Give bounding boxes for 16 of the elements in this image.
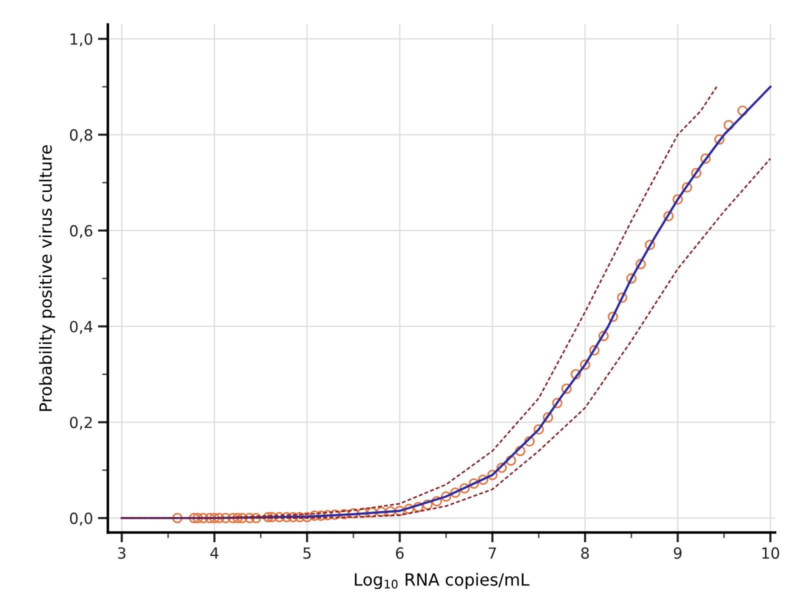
- x-tick-label: 9: [674, 547, 682, 559]
- x-tick-label: 8: [581, 547, 589, 559]
- x-tick-label: 3: [118, 547, 126, 559]
- x-axis-title: Log$_{10}$ RNA copies/mL: [354, 572, 530, 590]
- y-axis-title: Probability positive virus culture: [38, 145, 56, 411]
- x-tick-label: 7: [488, 547, 496, 559]
- x-tick-label: 10: [762, 547, 780, 559]
- y-tick-label: 0,4: [70, 320, 92, 334]
- y-tick-label: 0,8: [70, 129, 92, 142]
- x-tick-label: 5: [303, 547, 311, 559]
- x-tick-label: 4: [210, 547, 218, 559]
- y-tick-label: 0,2: [70, 416, 92, 430]
- x-tick-label: 6: [396, 547, 404, 559]
- y-tick-label: 1,0: [70, 33, 92, 46]
- y-tick-label: 0,0: [70, 512, 92, 526]
- y-tick-label: 0,6: [70, 225, 92, 238]
